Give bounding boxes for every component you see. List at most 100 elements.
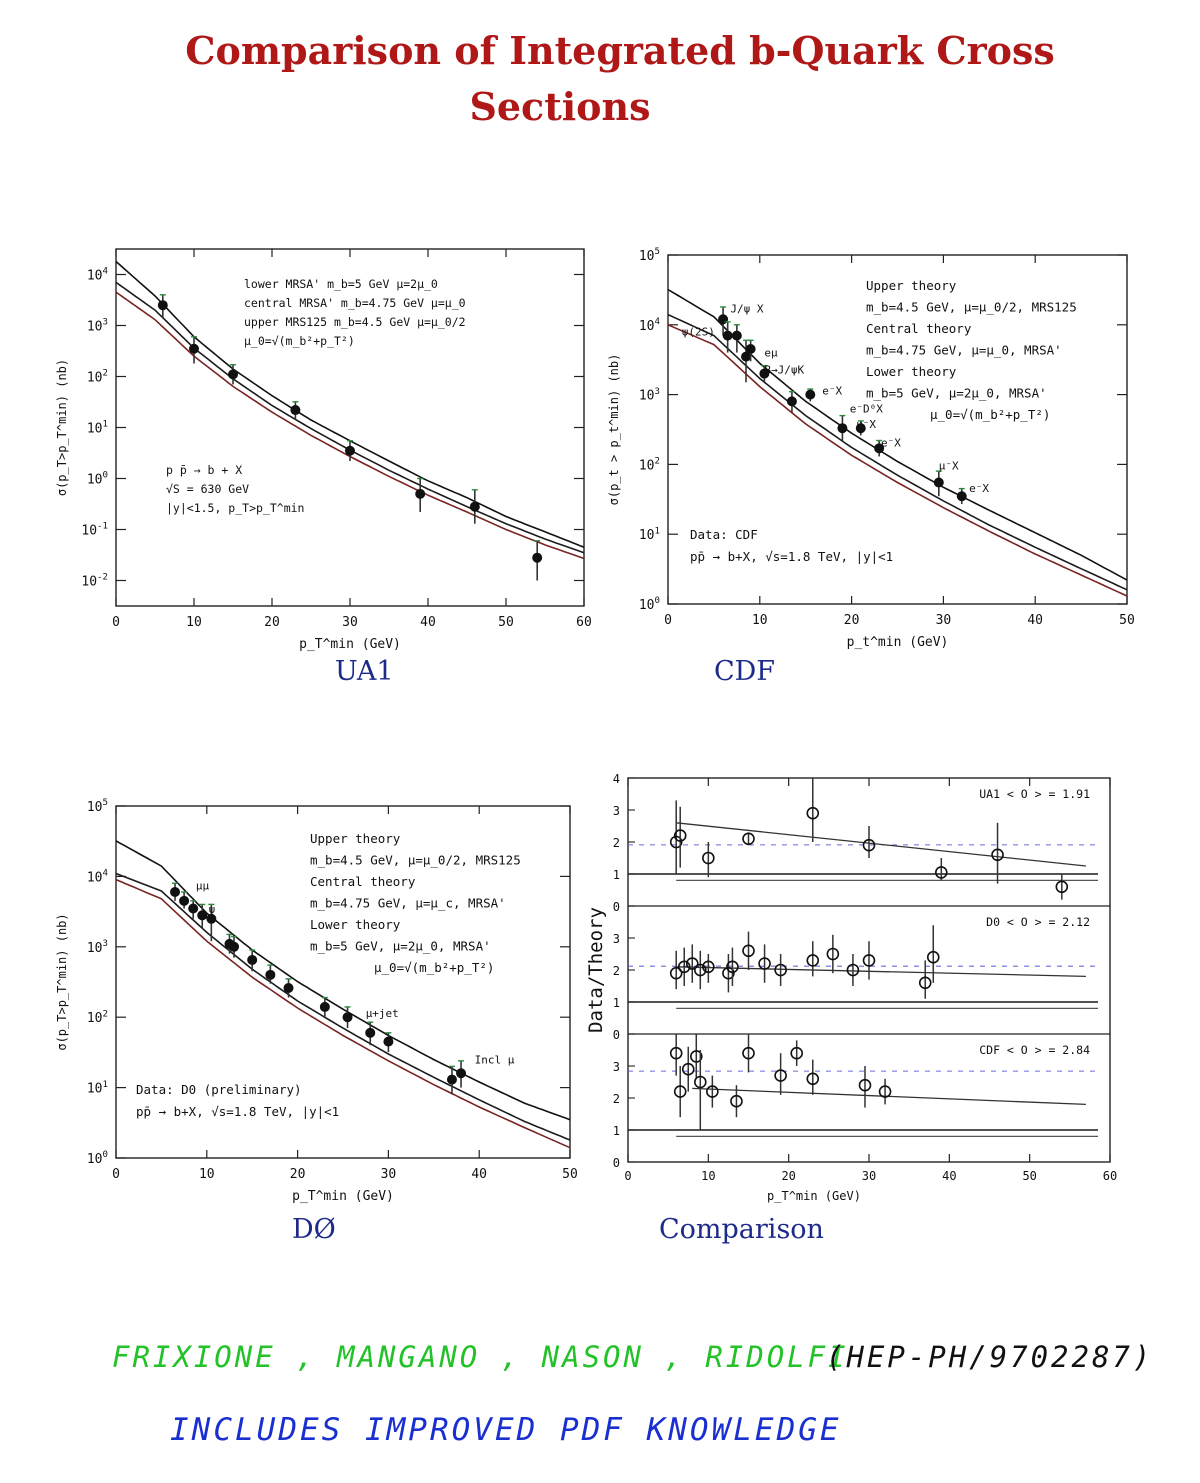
d0-data-point — [283, 982, 294, 993]
footer-reference: (HEP-PH/9702287) — [826, 1340, 1154, 1374]
comparison-ytick-label: 0 — [613, 900, 620, 914]
comparison-data-point — [702, 960, 715, 974]
cdf-info-line: pp̄ → b+X, √s=1.8 TeV, |y|<1 — [690, 549, 893, 564]
comparison-xtick-label: 60 — [1103, 1169, 1117, 1183]
d0-xtick-label: 20 — [290, 1167, 306, 1182]
ua1-ytick-label: 103 — [87, 318, 108, 335]
d0-legend-line: Upper theory — [310, 831, 401, 846]
d0-xlabel: p_T^min (GeV) — [292, 1189, 394, 1204]
caption-cdf: CDF — [714, 656, 776, 687]
d0-ylabel: σ(p_T>p_T^min) (nb) — [55, 913, 69, 1050]
ua1-curve-lower — [115, 291, 585, 560]
comparison-data-point — [722, 966, 735, 980]
cdf-data-point — [786, 396, 797, 407]
comparison-ytick-label: 3 — [613, 932, 620, 946]
ua1-legend-line: upper MRS125 m_b=4.5 GeV μ=μ_0/2 — [244, 315, 466, 329]
comparison-ylabel: Data/Theory — [585, 907, 607, 1033]
ua1-legend-line: central MRSA' m_b=4.75 GeV μ=μ_0 — [244, 296, 466, 310]
comparison-data-point — [702, 851, 715, 865]
cdf-xtick-label: 0 — [664, 613, 672, 628]
cdf-annotation: J/ψ X — [730, 303, 763, 316]
cdf-annotation: e⁻X — [881, 437, 901, 450]
comparison-ytick-label: 1 — [613, 1124, 620, 1138]
comparison-data-point — [858, 1078, 872, 1092]
cdf-ytick-label: 102 — [639, 457, 660, 474]
ua1-xtick-label: 50 — [498, 615, 514, 630]
cdf-legend-line: Lower theory — [866, 364, 957, 379]
comparison-data-point — [1055, 880, 1069, 894]
d0-ytick-label: 104 — [87, 869, 109, 886]
cdf-annotation: B→J/ψK — [764, 364, 804, 377]
ua1-ytick-label: 100 — [87, 471, 108, 488]
comparison-data-point — [742, 832, 755, 846]
cdf-legend-line: m_b=4.75 GeV, μ=μ_0, MRSA' — [866, 343, 1062, 358]
d0-data-point — [229, 941, 240, 952]
cdf-ytick-label: 104 — [639, 317, 661, 334]
ua1-ytick-label: 104 — [87, 267, 109, 284]
comparison-data-point — [693, 1075, 707, 1089]
cdf-annotation: e⁻D⁰X — [850, 403, 883, 416]
d0-data-point — [197, 910, 208, 921]
comparison-panel-label: D0 < O > = 2.12 — [986, 915, 1090, 929]
d0-annotation: μ+jet — [366, 1007, 399, 1020]
comparison-data-point — [846, 963, 860, 977]
cdf-annotation: ψ(2S) — [682, 326, 715, 339]
comparison-data-point — [878, 1085, 892, 1098]
ua1-xtick-label: 30 — [342, 615, 358, 630]
cdf-annotation: e⁻X — [822, 385, 842, 398]
d0-legend-line: Central theory — [310, 874, 416, 889]
d0-info-line: pp̄ → b+X, √s=1.8 TeV, |y|<1 — [136, 1104, 339, 1119]
cdf-ytick-label: 101 — [639, 526, 660, 543]
cdf-legend-line: Central theory — [866, 321, 972, 336]
d0-ytick-label: 103 — [87, 939, 108, 956]
ua1-xlabel: p_T^min (GeV) — [299, 637, 401, 652]
comparison-data-point — [991, 848, 1004, 862]
cdf-data-point — [933, 477, 944, 488]
comparison-xlabel: p_T^min (GeV) — [767, 1189, 861, 1203]
ua1-ytick-label: 10-2 — [81, 573, 108, 590]
comparison-data-point — [806, 1072, 820, 1086]
comparison-data-point — [926, 950, 940, 964]
cdf-xtick-label: 40 — [1027, 613, 1043, 628]
comparison-data-point — [673, 1085, 687, 1098]
ua1-data-point — [469, 501, 480, 512]
cdf-curve-central — [667, 313, 1128, 591]
ua1-xtick-label: 0 — [112, 615, 120, 630]
comparison-data-point — [730, 1094, 743, 1108]
comparison-data-point — [681, 1062, 695, 1076]
page-title-line2: Sections — [469, 84, 651, 129]
comparison-ytick-label: 3 — [613, 1060, 620, 1074]
cdf-xtick-label: 30 — [936, 613, 952, 628]
comparison-xtick-label: 20 — [781, 1169, 795, 1183]
cdf-xtick-label: 20 — [844, 613, 860, 628]
d0-data-point — [179, 895, 190, 906]
ua1-legend-line: μ_0=√(m_b²+p_T²) — [244, 334, 355, 348]
comparison-ytick-label: 2 — [613, 1092, 620, 1106]
comparison-data-point — [826, 947, 840, 961]
comparison-trend-line — [676, 822, 1086, 867]
ua1-data-point — [415, 488, 426, 499]
cdf-ytick-label: 103 — [639, 387, 660, 404]
comparison-data-point — [726, 960, 739, 974]
comparison-data-point — [669, 1046, 683, 1060]
comparison-data-point — [677, 960, 691, 974]
d0-data-point — [188, 903, 199, 914]
d0-info-line: Data: D0 (preliminary) — [136, 1082, 302, 1097]
comparison-data-point — [918, 976, 932, 990]
comparison-ytick-label: 4 — [613, 772, 620, 786]
caption-comparison: Comparison — [659, 1214, 824, 1245]
cdf-data-point — [837, 423, 848, 434]
d0-curve-lower — [115, 878, 571, 1149]
d0-data-point — [342, 1012, 353, 1023]
comparison-data-point — [742, 1046, 755, 1060]
footer-note: INCLUDES IMPROVED PDF KNOWLEDGE — [170, 1412, 842, 1448]
cdf-ytick-label: 100 — [639, 596, 660, 613]
ua1-xtick-label: 60 — [576, 615, 592, 630]
comparison-data-point — [774, 1069, 787, 1082]
comparison-data-point — [806, 806, 820, 820]
d0-xtick-label: 10 — [199, 1167, 215, 1182]
d0-data-point — [265, 969, 276, 980]
cdf-legend-line: m_b=5 GeV, μ=2μ_0, MRSA' — [866, 386, 1047, 401]
comparison-data-point — [669, 966, 683, 980]
d0-data-point — [170, 887, 181, 898]
